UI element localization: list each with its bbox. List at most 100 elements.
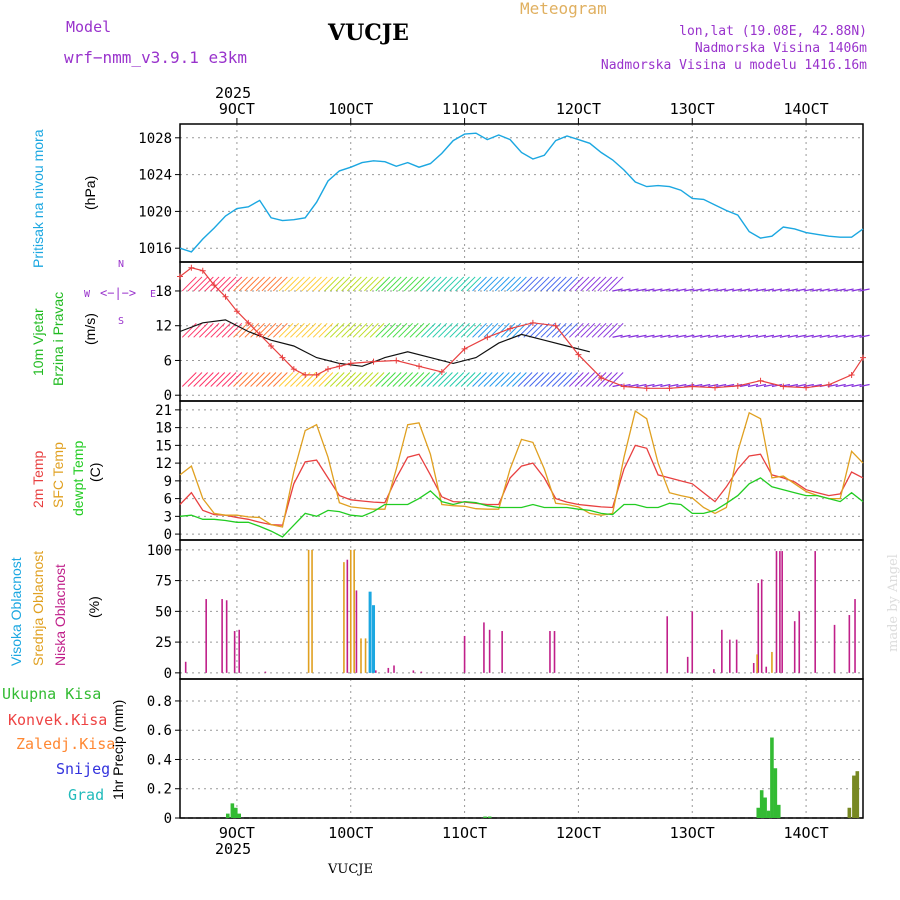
wind-barb [284, 322, 300, 338]
wind-arrow [612, 334, 623, 338]
wind-barb [455, 276, 470, 292]
wind-barb [210, 372, 226, 387]
wind-arrow [827, 288, 838, 292]
gust-marker [222, 293, 229, 300]
wind-barb [466, 276, 482, 292]
y-tick-label: 100 [147, 543, 172, 559]
wind-barb [244, 322, 260, 338]
wind-barb [210, 276, 226, 292]
wind-barb [346, 322, 362, 338]
wind-arrow [628, 334, 639, 338]
low-cloud-bar [729, 639, 731, 673]
wind-arrow [716, 383, 727, 388]
wind-barb [233, 322, 248, 338]
wind-arrow [716, 288, 727, 292]
wind-barb [227, 276, 243, 292]
wind-barb [551, 372, 567, 387]
wind-arrow [843, 288, 854, 292]
year-top: 2025 [215, 84, 252, 102]
wind-arrow [843, 334, 854, 338]
footer-station: VUCJE [328, 862, 373, 877]
wind-arrow [739, 383, 751, 388]
low-cloud-bar [833, 624, 836, 673]
wind-arrow [771, 288, 783, 292]
wind-barb [460, 276, 476, 292]
low-cloud-bar [225, 600, 228, 673]
wind-barb [512, 276, 527, 292]
wind-barb [369, 276, 385, 292]
wind-barb [586, 276, 601, 292]
year-bottom: 2025 [215, 840, 252, 858]
wind-arrow [835, 383, 846, 388]
wind-barb [563, 276, 578, 292]
low-cloud-bar [779, 551, 781, 673]
wind-barb [295, 322, 311, 338]
panel-frame [179, 123, 864, 263]
precip-bar [756, 807, 761, 818]
wind-barb [500, 276, 516, 292]
wind-barb [415, 372, 430, 387]
wind-barb [438, 322, 453, 338]
wind-arrow [747, 334, 759, 338]
gust-marker [689, 383, 696, 390]
y-tick-label: 75 [155, 574, 172, 590]
wind-barb [181, 372, 197, 387]
wind-barb [204, 372, 220, 387]
wind-barb [443, 276, 459, 292]
gust-marker [438, 369, 445, 376]
t2m-line [179, 444, 864, 526]
wind-arrow [859, 334, 870, 338]
y-tick-label: 3 [164, 509, 172, 525]
x-tick-label-bottom: 13OCT [670, 824, 715, 842]
x-tick-label-top: 12OCT [556, 100, 601, 118]
wind-arrow [859, 383, 870, 388]
wind-barb [455, 372, 470, 387]
precip-bar [226, 813, 230, 818]
low-cloud-bar [553, 631, 556, 673]
compass-w: W [84, 289, 91, 300]
wind-arrow [747, 383, 759, 388]
wind-barb [307, 276, 322, 292]
wind-arrow [811, 334, 822, 338]
wind-barb [403, 322, 419, 338]
wind-barb [460, 372, 476, 387]
y-tick-label: 0 [164, 527, 172, 543]
wind-barb [216, 322, 231, 338]
wind-arrow [652, 288, 663, 292]
wind-arrow [628, 288, 639, 292]
wind-barb [409, 372, 425, 387]
mid-cloud-bar [307, 549, 310, 673]
wind-arrow [771, 383, 783, 388]
wind-barb [267, 372, 283, 387]
y-tick-label: 0 [164, 811, 172, 827]
wind-arrow [620, 334, 631, 338]
low-cloud-bar [721, 629, 723, 673]
wind-arrow [803, 288, 814, 292]
wind-barb [477, 322, 493, 338]
wind-barb [312, 276, 328, 292]
gust-marker [575, 351, 582, 358]
wind-arrow [779, 334, 791, 338]
wind-barb [534, 322, 550, 338]
wind-barb [494, 322, 510, 338]
wind-arrow [676, 383, 687, 388]
altitude: Nadmorska Visina 1406m [694, 41, 867, 56]
low-cloud-bar [760, 579, 763, 673]
wind-barb [449, 276, 465, 292]
precip-conv-label: Konvek.Kisa [8, 711, 108, 729]
gust-marker [416, 363, 423, 370]
wind-barb [529, 322, 544, 338]
wind-barb [329, 322, 345, 338]
wind-barb [255, 276, 271, 292]
gust-marker [461, 345, 468, 352]
low-cloud-bar [264, 671, 267, 673]
wind-barb [204, 276, 220, 292]
wind-arrow [612, 288, 623, 292]
wind-barb [603, 322, 618, 338]
wind-barb [193, 276, 209, 292]
wind-barb [198, 322, 214, 338]
precip-bar [770, 737, 774, 818]
wind-barb [364, 276, 379, 292]
wind-barb [341, 276, 356, 292]
wind-arrow [763, 288, 775, 292]
